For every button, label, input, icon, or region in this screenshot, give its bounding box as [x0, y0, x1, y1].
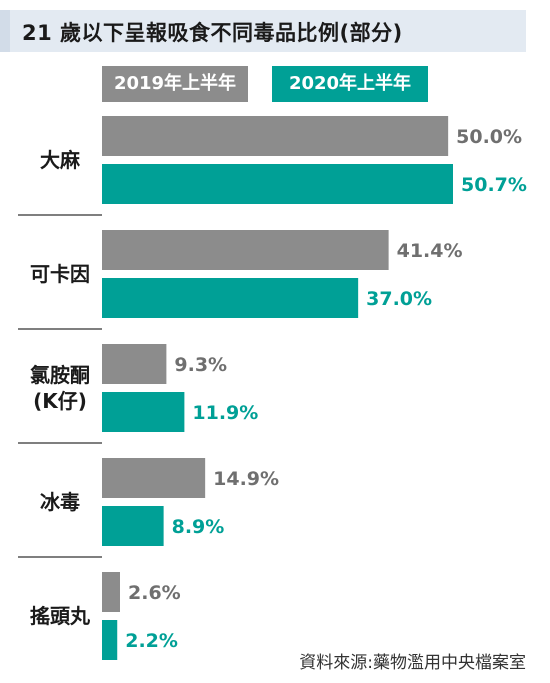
category-label-0: 大麻	[40, 148, 81, 172]
value-label-2019-2: 9.3%	[174, 354, 227, 376]
legend-2020: 2020年上半年	[272, 66, 428, 102]
bar-2020-4	[102, 620, 118, 660]
legend-2019: 2019年上半年	[102, 66, 248, 102]
category-label-2-line-0: 氯胺酮	[30, 363, 90, 387]
value-label-2020-1: 37.0%	[366, 288, 432, 310]
category-label-4: 搖頭丸	[30, 604, 91, 628]
title-band: 21 歲以下呈報吸食不同毒品比例(部分)	[0, 10, 526, 52]
value-label-2019-1: 41.4%	[397, 240, 463, 262]
bar-2020-1	[102, 278, 359, 318]
value-label-2020-4: 2.2%	[125, 630, 178, 652]
value-label-2019-3: 14.9%	[213, 468, 279, 490]
value-label-2020-3: 8.9%	[172, 516, 225, 538]
bar-2019-1	[102, 230, 389, 270]
value-label-2019-0: 50.0%	[456, 126, 522, 148]
value-label-2020-0: 50.7%	[461, 174, 527, 196]
source-note: 資料來源:藥物濫用中央檔案室	[299, 653, 526, 673]
category-label-3: 冰毒	[40, 490, 80, 514]
bar-2020-2	[102, 392, 185, 432]
bar-2019-4	[102, 572, 120, 612]
category-label-1: 可卡因	[30, 262, 90, 286]
category-label-2-line-1: (K仔)	[33, 389, 87, 413]
value-label-2019-4: 2.6%	[128, 582, 181, 604]
bar-2019-0	[102, 116, 449, 156]
value-label-2020-2: 11.9%	[192, 402, 258, 424]
bar-2020-0	[102, 164, 453, 204]
bar-2019-3	[102, 458, 206, 498]
bar-2019-2	[102, 344, 167, 384]
chart-title: 21 歲以下呈報吸食不同毒品比例(部分)	[22, 21, 403, 45]
bar-2020-3	[102, 506, 164, 546]
